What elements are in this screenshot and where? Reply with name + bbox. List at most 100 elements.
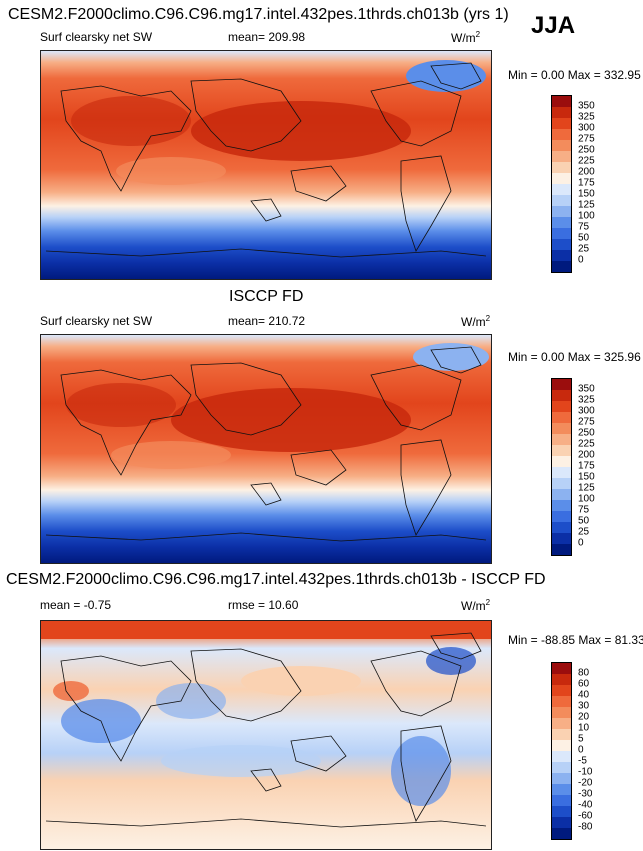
panel1-colorbar-cell [552,118,571,129]
panel2-colorbar-cell [552,533,571,544]
panel1-colorbar-cell [552,129,571,140]
panel1-colorbar-tick-label: 300 [578,122,595,134]
panel3-colorbar-tick-label: 5 [578,733,584,745]
panel1-colorbar-cell [552,195,571,206]
panel2-colorbar-cell [552,412,571,423]
panel3-colorbar-tick-label: -10 [578,766,593,778]
panel2-colorbar-cell [552,500,571,511]
panel3-colorbar-tick-label: 40 [578,689,590,701]
panel1-title: CESM2.F2000climo.C96.C96.mg17.intel.432p… [8,6,509,23]
panel3-colorbar-cell [552,784,571,795]
panel1-colorbar-tick-label: 175 [578,177,595,189]
panel1-mean: mean= 209.98 [228,30,306,44]
panel1-colorbar-cell [552,184,571,195]
panel2-title: ISCCP FD [229,288,304,305]
panel3-colorbar-tick-label: 30 [578,700,590,712]
panel2-colorbar-tick-label: 350 [578,383,595,395]
panel2-colorbar-tick-label: 200 [578,449,595,461]
panel2-colorbar-tick-label: 50 [578,515,590,527]
panel2-variable: Surf clearsky net SW [40,314,153,328]
panel1-colorbar-tick-label: 225 [578,155,595,167]
panel1-variable: Surf clearsky net SW [40,30,153,44]
panel1-colorbar-cell [552,151,571,162]
panel1-colorbar-tick-label: 275 [578,133,595,145]
panel2-map [40,334,492,564]
panel2-colorbar [551,378,572,556]
panel1-colorbar-tick-label: 200 [578,166,595,178]
panel3-colorbar-tick-label: 80 [578,667,590,679]
panel3-colorbar-cell [552,762,571,773]
panel1-colorbar-cell [552,173,571,184]
panel3-colorbar-cell [552,696,571,707]
panel3-colorbar-tick-label: 60 [578,678,590,690]
panel1-colorbar-tick-label: 125 [578,199,595,211]
panel3-colorbar [551,662,572,840]
panel3-colorbar-cell [552,740,571,751]
panel2-colorbar-cell [552,467,571,478]
panel2-minmax: Min = 0.00 Max = 325.96 [508,350,641,364]
panel1-colorbar-cell [552,239,571,250]
panel2-colorbar-tick-label: 275 [578,416,595,428]
panel2-map-field [41,335,491,563]
panel1-units: W/m2 [451,30,481,45]
panel1-colorbar-cell [552,96,571,107]
panel2-units: W/m2 [461,314,491,329]
panel1-colorbar-tick-label: 25 [578,243,590,255]
panel2-colorbar-cell [552,456,571,467]
panel2-colorbar-cell [552,401,571,412]
panel3-rmse: rmse = 10.60 [228,598,299,612]
panel1-colorbar-tick-label: 0 [578,254,584,266]
panel2-colorbar-tick-label: 175 [578,460,595,472]
panel3-colorbar-cell [552,685,571,696]
panel2-colorbar-tick-label: 300 [578,405,595,417]
panel3-colorbar-cell [552,751,571,762]
panel2-colorbar-cell [552,445,571,456]
panel2-colorbar-cell [552,434,571,445]
panel2-colorbar-cell [552,544,571,555]
panel2-mean: mean= 210.72 [228,314,306,328]
panel3-minmax: Min = -88.85 Max = 81.33 [508,633,643,647]
panel1-colorbar-tick-label: 325 [578,111,595,123]
panel2-colorbar-tick-label: 250 [578,427,595,439]
panel2-colorbar-tick-label: 325 [578,394,595,406]
panel1-colorbar-cell [552,250,571,261]
panel1-colorbar-cell [552,206,571,217]
panel1-colorbar-cell [552,140,571,151]
panel3-colorbar-cell [552,663,571,674]
panel2-colorbar-cell [552,379,571,390]
panel1-colorbar-cell [552,107,571,118]
panel3-colorbar-tick-label: -60 [578,810,593,822]
panel2-colorbar-cell [552,489,571,500]
panel3-colorbar-cell [552,674,571,685]
panel3-colorbar-tick-label: -40 [578,799,593,811]
panel2-colorbar-labels: 350 325 300 275 250 225 200 175 150 125 100 75 50 25 0 [578,378,618,554]
panel3-colorbar-tick-label: -30 [578,788,593,800]
panel3-units: W/m2 [461,598,491,613]
panel2-colorbar-cell [552,511,571,522]
panel2-colorbar-tick-label: 150 [578,471,595,483]
panel1-colorbar-cell [552,261,571,272]
panel3-colorbar-cell [552,729,571,740]
panel1-colorbar-tick-label: 100 [578,210,595,222]
panel3-title: CESM2.F2000climo.C96.C96.mg17.intel.432p… [6,571,546,588]
panel2-colorbar-tick-label: 100 [578,493,595,505]
panel3-colorbar-cell [552,707,571,718]
panel2-colorbar-tick-label: 75 [578,504,590,516]
panel3-map-field [41,621,491,849]
panel3-map [40,620,492,850]
panel3-colorbar-labels: 80 60 40 30 20 10 5 0 -5 -10 -20 -30 -40 -60 -80 [578,662,618,838]
panel1-colorbar-tick-label: 250 [578,144,595,156]
panel1-colorbar-tick-label: 50 [578,232,590,244]
panel1-colorbar-tick-label: 75 [578,221,590,233]
panel3-colorbar-tick-label: 20 [578,711,590,723]
panel3-colorbar-tick-label: 10 [578,722,590,734]
panel3-colorbar-cell [552,718,571,729]
panel1-colorbar [551,95,572,273]
panel2-colorbar-tick-label: 125 [578,482,595,494]
panel2-colorbar-tick-label: 0 [578,537,584,549]
panel1-colorbar-tick-label: 350 [578,100,595,112]
panel2-colorbar-tick-label: 225 [578,438,595,450]
panel1-colorbar-cell [552,228,571,239]
panel3-colorbar-tick-label: 0 [578,744,584,756]
panel3-colorbar-cell [552,828,571,839]
